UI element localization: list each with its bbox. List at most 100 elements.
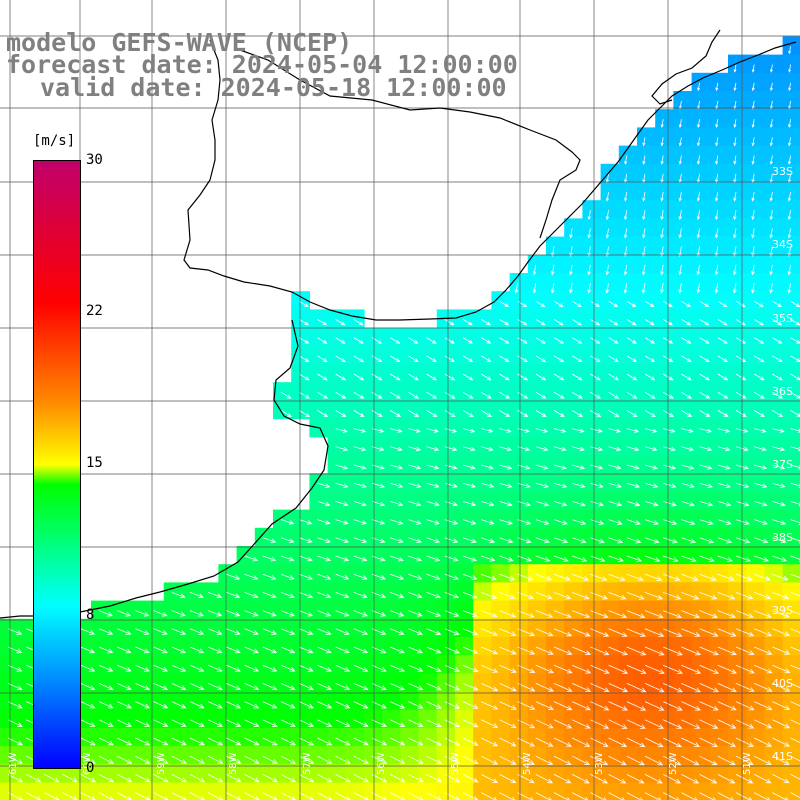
wind-cell: [382, 455, 401, 474]
wind-arrow: [226, 719, 242, 727]
wind-arrow: [717, 355, 728, 363]
wind-cell: [728, 600, 747, 620]
wind-arrow: [678, 119, 682, 128]
wind-cell: [218, 746, 238, 765]
wind-arrow: [608, 501, 623, 507]
wind-arrow: [7, 755, 24, 764]
wind-arrow: [535, 592, 553, 600]
wind-arrow: [80, 646, 96, 654]
wind-arrow: [733, 210, 737, 221]
wind-arrow: [390, 519, 404, 525]
wind-arrow: [481, 646, 499, 655]
wind-arrow: [535, 683, 555, 692]
wind-cell: [527, 655, 547, 674]
wind-arrow: [553, 519, 568, 525]
wind-arrow: [663, 774, 682, 784]
wind-cell: [382, 746, 401, 765]
colorbar-unit: [m/s]: [33, 133, 76, 149]
wind-cell: [309, 600, 329, 620]
wind-arrow: [699, 737, 719, 747]
wind-cell: [618, 637, 638, 656]
wind-cell: [709, 709, 729, 729]
wind-arrow: [787, 173, 792, 184]
wind-cell: [728, 527, 747, 547]
wind-arrow: [80, 664, 96, 672]
wind-cell: [637, 728, 656, 747]
wind-arrow: [462, 664, 479, 673]
wind-arrow: [717, 464, 731, 470]
wind-arrow: [153, 792, 169, 800]
latitude-label: 36S: [772, 385, 793, 398]
wind-arrow: [262, 755, 278, 764]
wind-arrow: [754, 446, 767, 452]
wind-arrow: [280, 628, 296, 635]
wind-arrow: [317, 319, 328, 326]
wind-arrow: [572, 428, 585, 433]
wind-cell: [746, 72, 765, 92]
wind-arrow: [681, 646, 701, 656]
wind-cell: [546, 764, 565, 784]
wind-arrow: [735, 592, 754, 600]
coastline-south: [0, 319, 329, 619]
wind-arrow: [444, 737, 461, 746]
wind-arrow: [390, 573, 405, 580]
wind-arrow: [208, 792, 224, 800]
wind-arrow: [244, 555, 259, 562]
wind-cell: [782, 709, 800, 729]
wind-cell: [509, 673, 529, 693]
wind-arrow: [644, 355, 656, 363]
wind-cell: [746, 273, 765, 292]
wind-cell: [527, 309, 547, 329]
wind-arrow: [626, 446, 640, 452]
wind-cell: [382, 436, 401, 456]
wind-cell: [436, 600, 456, 620]
wind-cell: [127, 782, 147, 800]
wind-arrow: [715, 100, 719, 110]
wind-cell: [600, 200, 620, 219]
wind-arrow: [80, 628, 96, 635]
wind-cell: [709, 436, 729, 456]
wind-arrow: [226, 792, 242, 800]
wind-arrow: [299, 664, 314, 672]
wind-cell: [218, 564, 238, 583]
wind-cell: [491, 691, 511, 711]
wind-arrow: [608, 300, 619, 308]
wind-arrow: [499, 464, 513, 470]
wind-arrow: [499, 555, 514, 562]
wind-cell: [764, 109, 784, 128]
wind-arrow: [735, 664, 755, 674]
wind-arrow: [790, 300, 800, 308]
wind-arrow: [171, 719, 187, 727]
wind-cell: [728, 455, 747, 474]
wind-arrow: [499, 391, 510, 399]
wind-arrow: [681, 737, 701, 747]
wind-cell: [764, 418, 784, 438]
wind-cell: [0, 746, 19, 765]
wind-arrow: [590, 683, 610, 693]
wind-arrow: [608, 628, 628, 637]
wind-arrow: [535, 774, 554, 784]
wind-arrow: [171, 701, 187, 709]
wind-arrow: [481, 664, 499, 673]
wind-cell: [746, 473, 765, 492]
wind-cell: [600, 546, 620, 565]
wind-arrow: [426, 737, 442, 746]
wind-arrow: [299, 737, 315, 746]
wind-cell: [655, 200, 674, 219]
wind-cell: [709, 746, 729, 765]
wind-cell: [637, 764, 656, 784]
wind-arrow: [790, 537, 800, 544]
wind-cell: [691, 273, 711, 292]
wind-arrow: [608, 592, 627, 600]
wind-cell: [546, 600, 565, 620]
wind-arrow: [280, 519, 295, 525]
wind-arrow: [790, 664, 800, 670]
wind-arrow: [499, 664, 517, 673]
wind-arrow: [699, 319, 710, 326]
wind-arrow: [735, 755, 754, 766]
wind-cell: [127, 764, 147, 784]
wind-arrow: [681, 300, 691, 308]
wind-cell: [127, 600, 147, 620]
wind-arrow: [735, 319, 746, 326]
wind-cell: [309, 509, 329, 529]
